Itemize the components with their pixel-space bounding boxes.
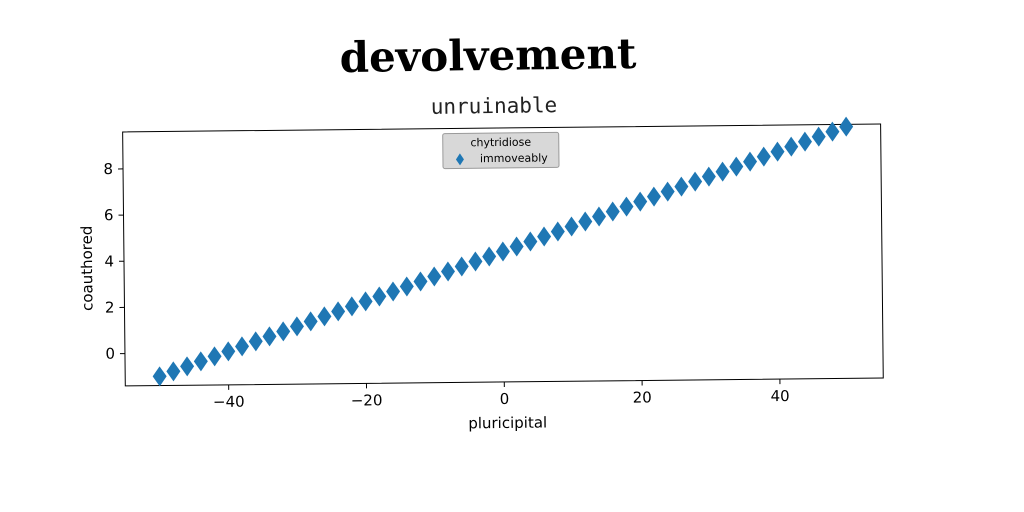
data-point bbox=[743, 151, 758, 172]
data-point bbox=[482, 246, 497, 267]
data-point bbox=[468, 251, 483, 272]
data-point bbox=[674, 176, 689, 197]
data-point bbox=[180, 356, 195, 377]
data-point bbox=[592, 206, 607, 227]
data-point bbox=[440, 261, 455, 282]
legend-title: chytridiose bbox=[470, 136, 531, 150]
data-point bbox=[331, 301, 346, 322]
data-point bbox=[688, 171, 703, 192]
data-point bbox=[399, 276, 414, 297]
data-point bbox=[344, 296, 359, 317]
data-point bbox=[454, 256, 469, 277]
data-point bbox=[303, 311, 318, 332]
x-tick-label: 0 bbox=[500, 390, 510, 408]
data-point bbox=[523, 231, 538, 252]
data-point bbox=[605, 201, 620, 222]
y-tick-label: 2 bbox=[105, 299, 115, 317]
data-point bbox=[166, 361, 181, 382]
data-point bbox=[358, 291, 373, 312]
data-point bbox=[193, 351, 208, 372]
data-point bbox=[578, 211, 593, 232]
data-point bbox=[152, 366, 167, 387]
x-tick-label: 20 bbox=[633, 388, 652, 406]
x-axis-label: pluricipital bbox=[468, 414, 547, 433]
data-point bbox=[550, 221, 565, 242]
data-point bbox=[825, 121, 840, 142]
x-tick-label: −20 bbox=[351, 391, 383, 409]
y-axis-ticks: 0 2 4 6 8 bbox=[103, 160, 125, 363]
data-point bbox=[564, 216, 579, 237]
data-point bbox=[386, 281, 401, 302]
data-point bbox=[701, 166, 716, 187]
data-point bbox=[729, 156, 744, 177]
data-point bbox=[509, 236, 524, 257]
data-point bbox=[839, 116, 854, 137]
y-tick-label: 6 bbox=[104, 206, 114, 224]
y-tick-label: 4 bbox=[104, 252, 114, 270]
data-point bbox=[619, 196, 634, 217]
data-points bbox=[152, 116, 854, 387]
data-point bbox=[770, 141, 785, 162]
data-point bbox=[207, 346, 222, 367]
data-point bbox=[427, 266, 442, 287]
legend: chytridiose immoveably bbox=[442, 131, 560, 170]
data-point bbox=[646, 186, 661, 207]
data-point bbox=[797, 131, 812, 152]
data-point bbox=[715, 161, 730, 182]
data-point bbox=[262, 326, 277, 347]
data-point bbox=[633, 191, 648, 212]
y-tick-label: 0 bbox=[105, 345, 115, 363]
x-tick-label: 40 bbox=[770, 387, 789, 405]
data-point bbox=[372, 286, 387, 307]
data-point bbox=[248, 331, 263, 352]
data-point bbox=[235, 336, 250, 357]
chart-subtitle: unruinable bbox=[431, 93, 558, 119]
data-point bbox=[221, 341, 236, 362]
data-point bbox=[756, 146, 771, 167]
legend-marker-diamond-icon bbox=[455, 153, 464, 166]
data-point bbox=[276, 321, 291, 342]
legend-entry-label: immoveably bbox=[480, 151, 548, 165]
data-point bbox=[784, 136, 799, 157]
y-axis-label: coauthored bbox=[78, 226, 97, 311]
chart-title: devolvement bbox=[339, 29, 637, 82]
data-point bbox=[811, 126, 826, 147]
plot-group: −40 −20 0 20 40 0 2 4 6 8 chytridiose immoveably… bbox=[78, 116, 884, 433]
x-axis-ticks: −40 −20 0 20 40 bbox=[213, 379, 790, 411]
y-tick-label: 8 bbox=[103, 160, 113, 178]
data-point bbox=[413, 271, 428, 292]
data-point bbox=[537, 226, 552, 247]
x-tick-label: −40 bbox=[213, 393, 245, 411]
legend-box bbox=[442, 131, 560, 170]
data-point bbox=[660, 181, 675, 202]
data-point bbox=[317, 306, 332, 327]
data-point bbox=[289, 316, 304, 337]
data-point bbox=[495, 241, 510, 262]
